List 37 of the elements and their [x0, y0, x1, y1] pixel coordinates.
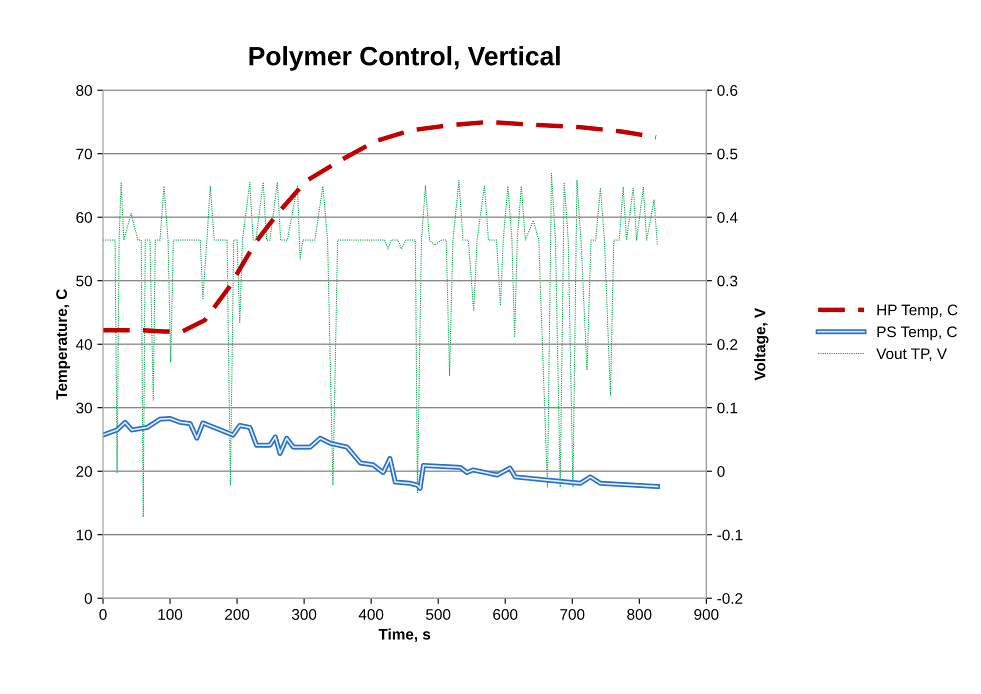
y-tick-label: 60	[76, 212, 92, 223]
y-tick-label: 70	[76, 148, 92, 160]
y-tick-label: 10	[76, 530, 92, 540]
x-tick-label: 500	[426, 609, 450, 620]
y2-tick-label: 0.6	[717, 85, 738, 96]
legend-label: PS Temp, C	[877, 326, 957, 340]
x-tick-label: 100	[158, 609, 182, 620]
x-tick-label: 300	[292, 609, 316, 620]
x-tick-label: 700	[560, 609, 584, 620]
y-tick-label: 30	[76, 402, 92, 414]
y-tick-label: 0	[84, 593, 92, 604]
x-tick-label: 400	[358, 609, 384, 620]
line-series	[103, 172, 658, 518]
chart-title: Polymer Control, Vertical	[250, 46, 560, 71]
y2-tick-label: 0.3	[717, 276, 738, 286]
x-tick-label: 0	[99, 609, 107, 620]
y2-tick-label: -0.2	[717, 593, 742, 604]
y-axis-title: Temperature, C	[56, 289, 70, 400]
y2-tick-label: 0.1	[717, 402, 738, 414]
y2-tick-label: 0.2	[717, 339, 738, 350]
x-tick-label: 900	[694, 609, 718, 620]
x-axis-title: Time, s	[378, 628, 430, 642]
y2-tick-label: 0.4	[717, 212, 738, 223]
x-tick-label: 800	[627, 609, 652, 620]
legend-label: HP Temp, C	[877, 304, 958, 318]
y2-tick-label: 0.5	[717, 148, 738, 160]
y-tick-label: 20	[76, 466, 92, 477]
y-tick-label: 40	[76, 339, 92, 350]
legend-label: Vout TP, V	[876, 348, 947, 361]
x-tick-label: 200	[225, 609, 250, 620]
y2-axis-title: Voltage, V	[754, 308, 768, 380]
y-tick-label: 80	[76, 85, 92, 96]
y2-tick-label: 0	[717, 466, 725, 477]
y2-tick-label: -0.1	[717, 530, 742, 540]
x-tick-label: 600	[493, 609, 518, 620]
line-series	[103, 120, 658, 334]
y-tick-label: 50	[76, 276, 92, 286]
